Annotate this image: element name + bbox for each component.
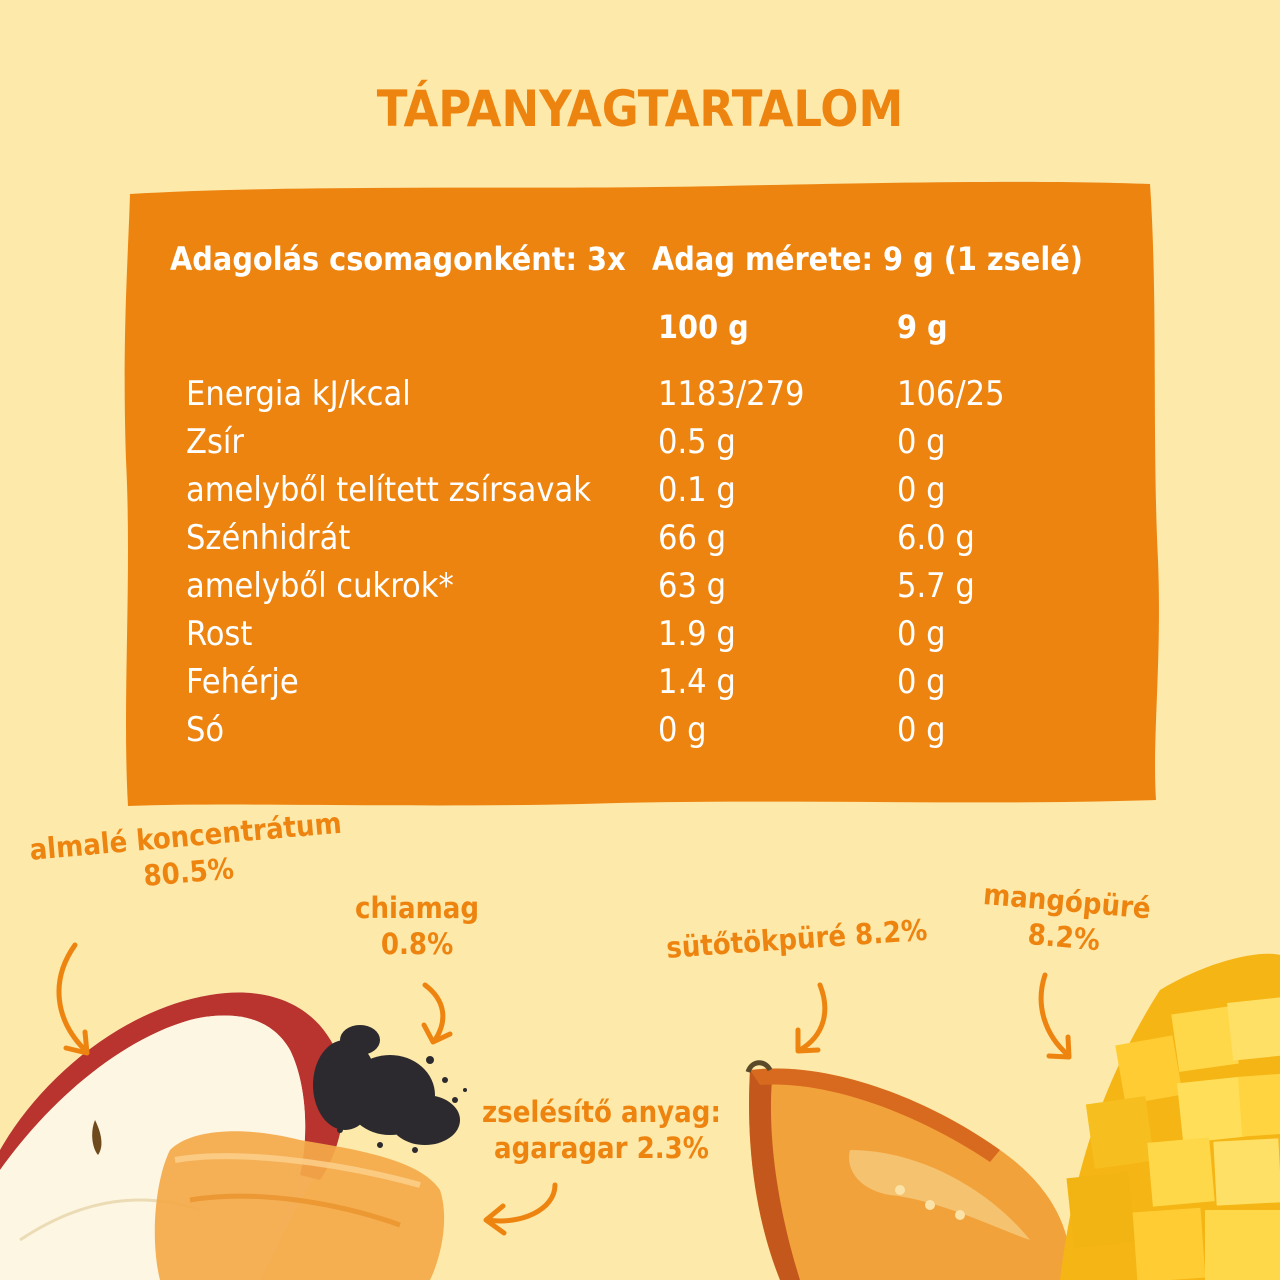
row-value-100g: 66 g bbox=[658, 518, 727, 558]
panel-background bbox=[124, 181, 1159, 807]
serving-size: Adag mérete: 9 g (1 zselé) bbox=[652, 240, 1083, 278]
agar-percent: agaragar 2.3% bbox=[493, 1131, 709, 1165]
pumpkin-slice-icon bbox=[745, 1060, 1071, 1280]
curved-arrow-icon bbox=[795, 982, 828, 1054]
nutrition-panel: Adagolás csomagonként: 3x Adag mérete: 9… bbox=[122, 180, 1162, 808]
row-label: Energia kJ/kcal bbox=[186, 374, 411, 414]
row-value-100g: 0.5 g bbox=[658, 422, 736, 462]
chia-seeds-icon bbox=[313, 1025, 467, 1153]
agar-jelly-icon bbox=[154, 1131, 445, 1280]
curved-arrow-icon bbox=[56, 942, 90, 1056]
row-value-9g: 0 g bbox=[897, 662, 946, 702]
row-value-9g: 106/25 bbox=[897, 374, 1005, 414]
row-label: Zsír bbox=[186, 422, 244, 462]
row-value-100g: 0 g bbox=[658, 710, 707, 750]
row-label: Fehérje bbox=[186, 662, 299, 702]
agar-annotation: zselésítő anyag: agaragar 2.3% bbox=[482, 1094, 721, 1166]
column-header-100g: 100 g bbox=[658, 308, 749, 346]
chia-percent: 0.8% bbox=[380, 927, 454, 961]
mango-annotation: mangópüré 8.2% bbox=[979, 876, 1152, 962]
row-label: Szénhidrát bbox=[186, 518, 351, 558]
column-header-9g: 9 g bbox=[897, 308, 948, 346]
curved-arrow-icon bbox=[1038, 972, 1072, 1060]
row-value-9g: 0 g bbox=[897, 422, 946, 462]
chia-label: chiamag bbox=[355, 891, 480, 925]
row-value-100g: 63 g bbox=[658, 566, 727, 606]
servings-per-pack: Adagolás csomagonként: 3x bbox=[170, 240, 626, 278]
row-value-100g: 1183/279 bbox=[658, 374, 805, 414]
row-value-100g: 1.9 g bbox=[658, 614, 736, 654]
row-value-9g: 6.0 g bbox=[897, 518, 975, 558]
row-value-100g: 0.1 g bbox=[658, 470, 736, 510]
curved-arrow-icon bbox=[483, 1182, 558, 1236]
mango-cubes-icon bbox=[1060, 953, 1280, 1280]
row-label: amelyből cukrok* bbox=[186, 566, 454, 606]
row-label: Só bbox=[186, 710, 225, 750]
row-value-9g: 0 g bbox=[897, 614, 946, 654]
row-label: Rost bbox=[186, 614, 253, 654]
row-value-100g: 1.4 g bbox=[658, 662, 736, 702]
agar-label: zselésítő anyag: bbox=[482, 1095, 721, 1129]
chia-annotation: chiamag 0.8% bbox=[355, 890, 479, 962]
row-value-9g: 0 g bbox=[897, 470, 946, 510]
row-label: amelyből telített zsírsavak bbox=[186, 470, 591, 510]
curved-arrow-icon bbox=[421, 982, 453, 1045]
row-value-9g: 5.7 g bbox=[897, 566, 975, 606]
row-value-9g: 0 g bbox=[897, 710, 946, 750]
page-title: TÁPANYAGTARTALOM bbox=[376, 80, 904, 138]
